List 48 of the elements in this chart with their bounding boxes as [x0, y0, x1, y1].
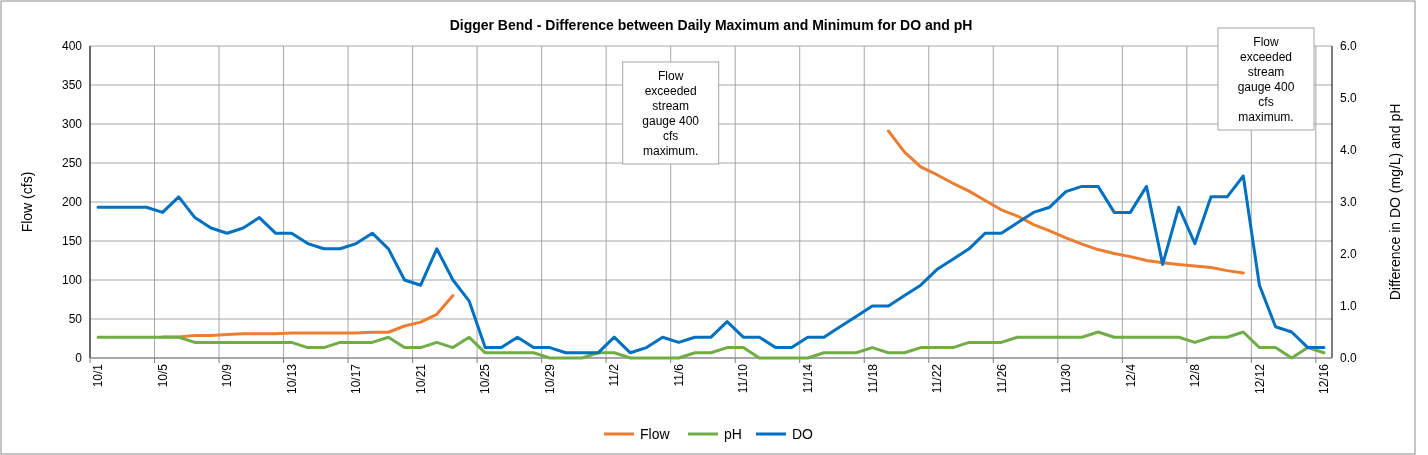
note-box: Flow exceeded stream gauge 400 cfs maximum.	[622, 61, 720, 165]
x-tick-label: 11/26	[994, 363, 1009, 394]
y2-tick-label: 2.0	[1340, 247, 1358, 262]
line-series	[96, 174, 1326, 355]
y-tick-label: 200	[61, 195, 83, 210]
y-axis-title: Flow (cfs)	[19, 171, 35, 233]
y2-tick-label: 1.0	[1340, 299, 1358, 314]
y-tick-label: 50	[68, 312, 83, 327]
x-tick-label: 10/25	[478, 363, 493, 395]
y-tick-label: 0	[75, 351, 83, 366]
y2-tick-label: 3.0	[1340, 195, 1358, 210]
x-tick-label: 12/4	[1123, 363, 1138, 388]
x-tick-label: 10/5	[155, 363, 170, 388]
legend-label: DO	[792, 425, 814, 442]
chart-title: Digger Bend - Difference between Daily Maximum and Minimum for DO and pH	[449, 17, 973, 33]
note-box: Flow exceeded stream gauge 400 cfs maximum.	[1217, 27, 1315, 131]
annotation: Flow exceeded stream gauge 400 cfs maximum.	[642, 69, 700, 158]
x-tick-label: 12/8	[1188, 363, 1203, 388]
x-tick-label: 12/12	[1252, 363, 1267, 395]
x-tick-label: 11/14	[800, 363, 815, 394]
y2-tick-label: 5.0	[1340, 91, 1358, 106]
annotation: Flow exceeded stream gauge 400 cfs maximum.	[1237, 35, 1295, 124]
y-tick-label: 350	[61, 78, 83, 93]
x-tick-label: 10/9	[220, 363, 235, 388]
x-tick-label: 12/16	[1317, 363, 1332, 395]
y2-tick-label: 0.0	[1340, 351, 1358, 366]
y2-axis-title: Difference in DO (mg/L) and pH	[1387, 103, 1403, 301]
y-tick-label: 400	[61, 39, 83, 54]
x-tick-label: 11/6	[671, 363, 686, 387]
x-tick-label: 10/13	[284, 363, 299, 395]
y-tick-label: 300	[61, 117, 83, 132]
y2-tick-label: 6.0	[1340, 39, 1358, 54]
x-tick-label: 11/30	[1059, 363, 1074, 394]
x-tick-label: 11/18	[865, 363, 880, 394]
x-tick-label: 10/21	[413, 363, 428, 395]
x-tick-label: 10/17	[349, 363, 364, 395]
line-series	[96, 330, 1326, 360]
y2-tick-label: 4.0	[1340, 143, 1358, 158]
x-tick-label: 10/29	[542, 363, 557, 395]
y-tick-label: 100	[61, 273, 83, 288]
legend-label: Flow	[640, 425, 671, 442]
x-tick-label: 11/2	[607, 363, 622, 387]
y-tick-label: 250	[61, 156, 83, 171]
x-tick-label: 11/10	[736, 363, 751, 394]
x-tick-label: 10/1	[91, 363, 106, 388]
legend-label: pH	[724, 425, 742, 442]
x-tick-label: 11/22	[930, 363, 945, 394]
y-tick-label: 150	[61, 234, 83, 249]
